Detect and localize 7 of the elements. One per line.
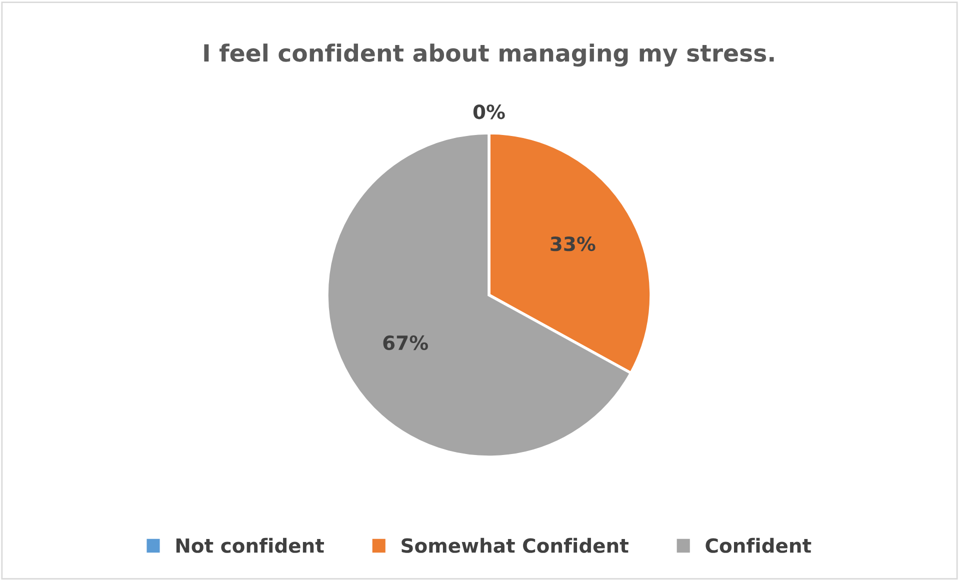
legend-label: Confident — [706, 538, 812, 553]
legend-label: Somewhat Confident — [402, 538, 628, 553]
legend-label: Not confident — [176, 538, 324, 553]
text: 0% — [473, 104, 505, 120]
chart-title: I feel confident about managing my stress. — [204, 44, 774, 67]
data-label: 67% — [383, 335, 428, 350]
data-label: 33% — [550, 236, 596, 252]
